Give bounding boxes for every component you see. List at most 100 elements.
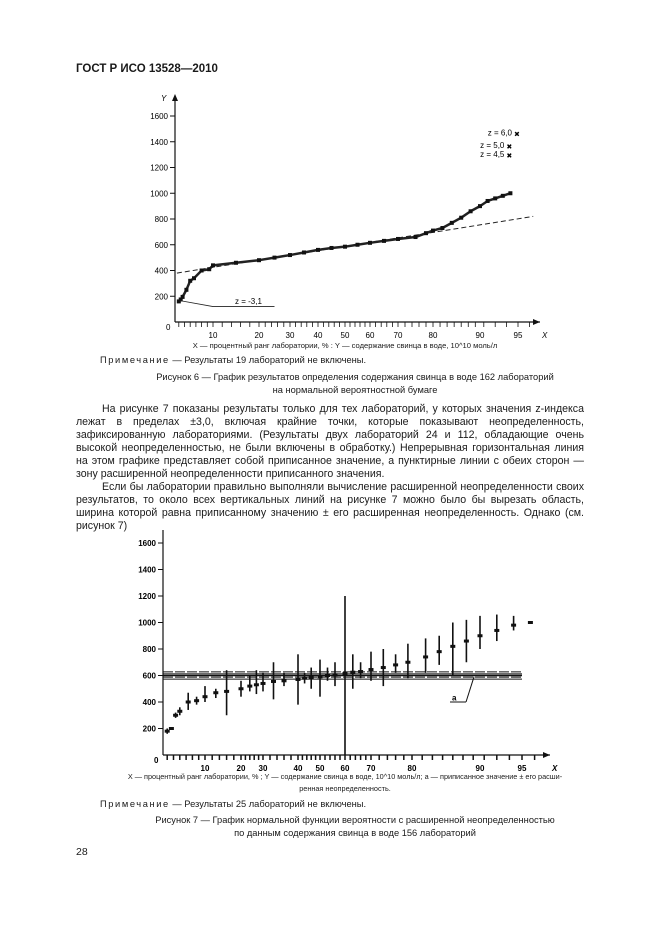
y-axis-label: Y	[161, 94, 167, 103]
data-point	[302, 676, 308, 680]
y-tick-label: 1600	[150, 112, 168, 121]
data-point	[396, 236, 400, 241]
data-point	[260, 681, 266, 685]
x-tick-label: 80	[429, 331, 438, 340]
page-number: 28	[76, 846, 88, 858]
band-label-leader	[465, 676, 475, 703]
data-point	[463, 639, 469, 643]
x-axis-arrow-icon	[543, 752, 550, 758]
x-tick-label: 70	[367, 764, 376, 773]
x-tick-label: 80	[408, 764, 417, 773]
figure-7-chart: YX01020304050607080909520040060080010001…	[138, 530, 558, 773]
data-trace	[357, 241, 371, 246]
data-point	[308, 675, 314, 679]
data-point	[177, 709, 183, 713]
data-point	[405, 660, 411, 664]
data-point	[368, 240, 372, 245]
x-tick-label: 30	[286, 331, 295, 340]
data-point	[317, 675, 323, 679]
y-tick-label: 400	[143, 698, 157, 707]
y-tick-label: 200	[143, 725, 157, 734]
data-point	[199, 268, 204, 273]
x-tick-label: 90	[476, 331, 485, 340]
x-axis-label: X	[541, 331, 548, 340]
data-point	[238, 687, 244, 691]
data-point	[257, 258, 261, 263]
data-point	[213, 691, 219, 695]
data-trace	[212, 261, 237, 267]
data-point	[368, 668, 374, 672]
data-point	[449, 220, 454, 225]
x-tick-label: 10	[209, 331, 218, 340]
data-trace	[397, 235, 416, 241]
data-point	[184, 287, 189, 292]
data-trace	[258, 256, 275, 262]
data-point	[500, 193, 505, 198]
note-text: — Результаты 19 лабораторий не включены.	[169, 355, 367, 365]
data-trace	[303, 248, 319, 254]
y-tick-label: 1200	[150, 164, 168, 173]
x-tick-label: 60	[366, 331, 375, 340]
data-point	[423, 655, 429, 659]
data-point	[188, 278, 193, 283]
y-tick-label: 800	[155, 215, 169, 224]
data-trace	[274, 253, 291, 259]
x-tick-label: 95	[518, 764, 527, 773]
x-tick-label: 20	[255, 331, 264, 340]
caption-line: Рисунок 6 — График результатов определен…	[156, 372, 554, 382]
data-point	[459, 215, 464, 220]
data-point	[173, 713, 179, 717]
x-tick-label: 95	[514, 331, 523, 340]
y-tick-label: 1000	[138, 619, 156, 628]
z-annotation: z = 6,0	[488, 128, 513, 137]
y-tick-label: 1000	[150, 189, 168, 198]
data-point	[343, 244, 347, 249]
paragraph: Если бы лаборатории правильно выполняли …	[76, 481, 584, 532]
data-trace	[344, 243, 358, 248]
figure-7-note: Примечание — Результаты 25 лабораторий н…	[100, 799, 366, 809]
data-point	[358, 670, 364, 674]
y-tick-label: 800	[143, 645, 157, 654]
y-tick-label: 600	[155, 241, 169, 250]
y-tick-label: 600	[143, 672, 157, 681]
data-point	[393, 663, 399, 667]
data-point	[288, 253, 292, 258]
y-tick-label: 1200	[138, 592, 156, 601]
data-point	[468, 209, 473, 214]
data-point	[316, 247, 320, 252]
z-annotation: z = 4,5	[480, 150, 505, 159]
outlier-marker-icon: ✖	[506, 153, 512, 160]
data-point	[413, 235, 418, 240]
data-trace	[235, 258, 260, 265]
caption-line: на нормальной вероятностной бумаге	[272, 384, 438, 395]
data-point	[436, 650, 442, 654]
data-point	[253, 683, 259, 687]
data-point	[511, 623, 517, 627]
y-tick-label: 200	[155, 292, 169, 301]
data-point	[207, 267, 212, 272]
y-tick-label: 1400	[138, 566, 156, 575]
legend-line: X — процентный ранг лаборатории, % ; Y —…	[127, 772, 563, 781]
data-point	[380, 666, 386, 670]
x-tick-label: 10	[201, 764, 210, 773]
document-header: ГОСТ Р ИСО 13528—2010	[76, 63, 218, 75]
note-prefix: Примечание	[100, 355, 170, 365]
x-tick-label: 50	[316, 764, 325, 773]
caption-line: по данным содержания свинца в воде 156 л…	[234, 827, 476, 838]
x-axis-arrow-icon	[533, 319, 540, 325]
data-point	[493, 196, 498, 201]
data-point	[185, 700, 191, 704]
data-point	[192, 276, 196, 281]
data-trace	[369, 239, 385, 245]
x-tick-label: 20	[237, 764, 246, 773]
data-point	[168, 727, 174, 730]
figure-6-chart: Y X 0 10 20 30 40 50 60 70 80 90 95 200 400 600 800 1000 1…	[150, 94, 548, 340]
data-point	[281, 679, 287, 683]
figure-6-note: Примечание — Результаты 19 лабораторий н…	[100, 355, 366, 365]
data-point	[272, 255, 277, 260]
y-tick-label: 400	[155, 267, 169, 276]
data-point	[202, 695, 208, 699]
data-point	[440, 226, 445, 231]
band-label: a	[452, 694, 457, 703]
data-trace	[331, 245, 346, 250]
